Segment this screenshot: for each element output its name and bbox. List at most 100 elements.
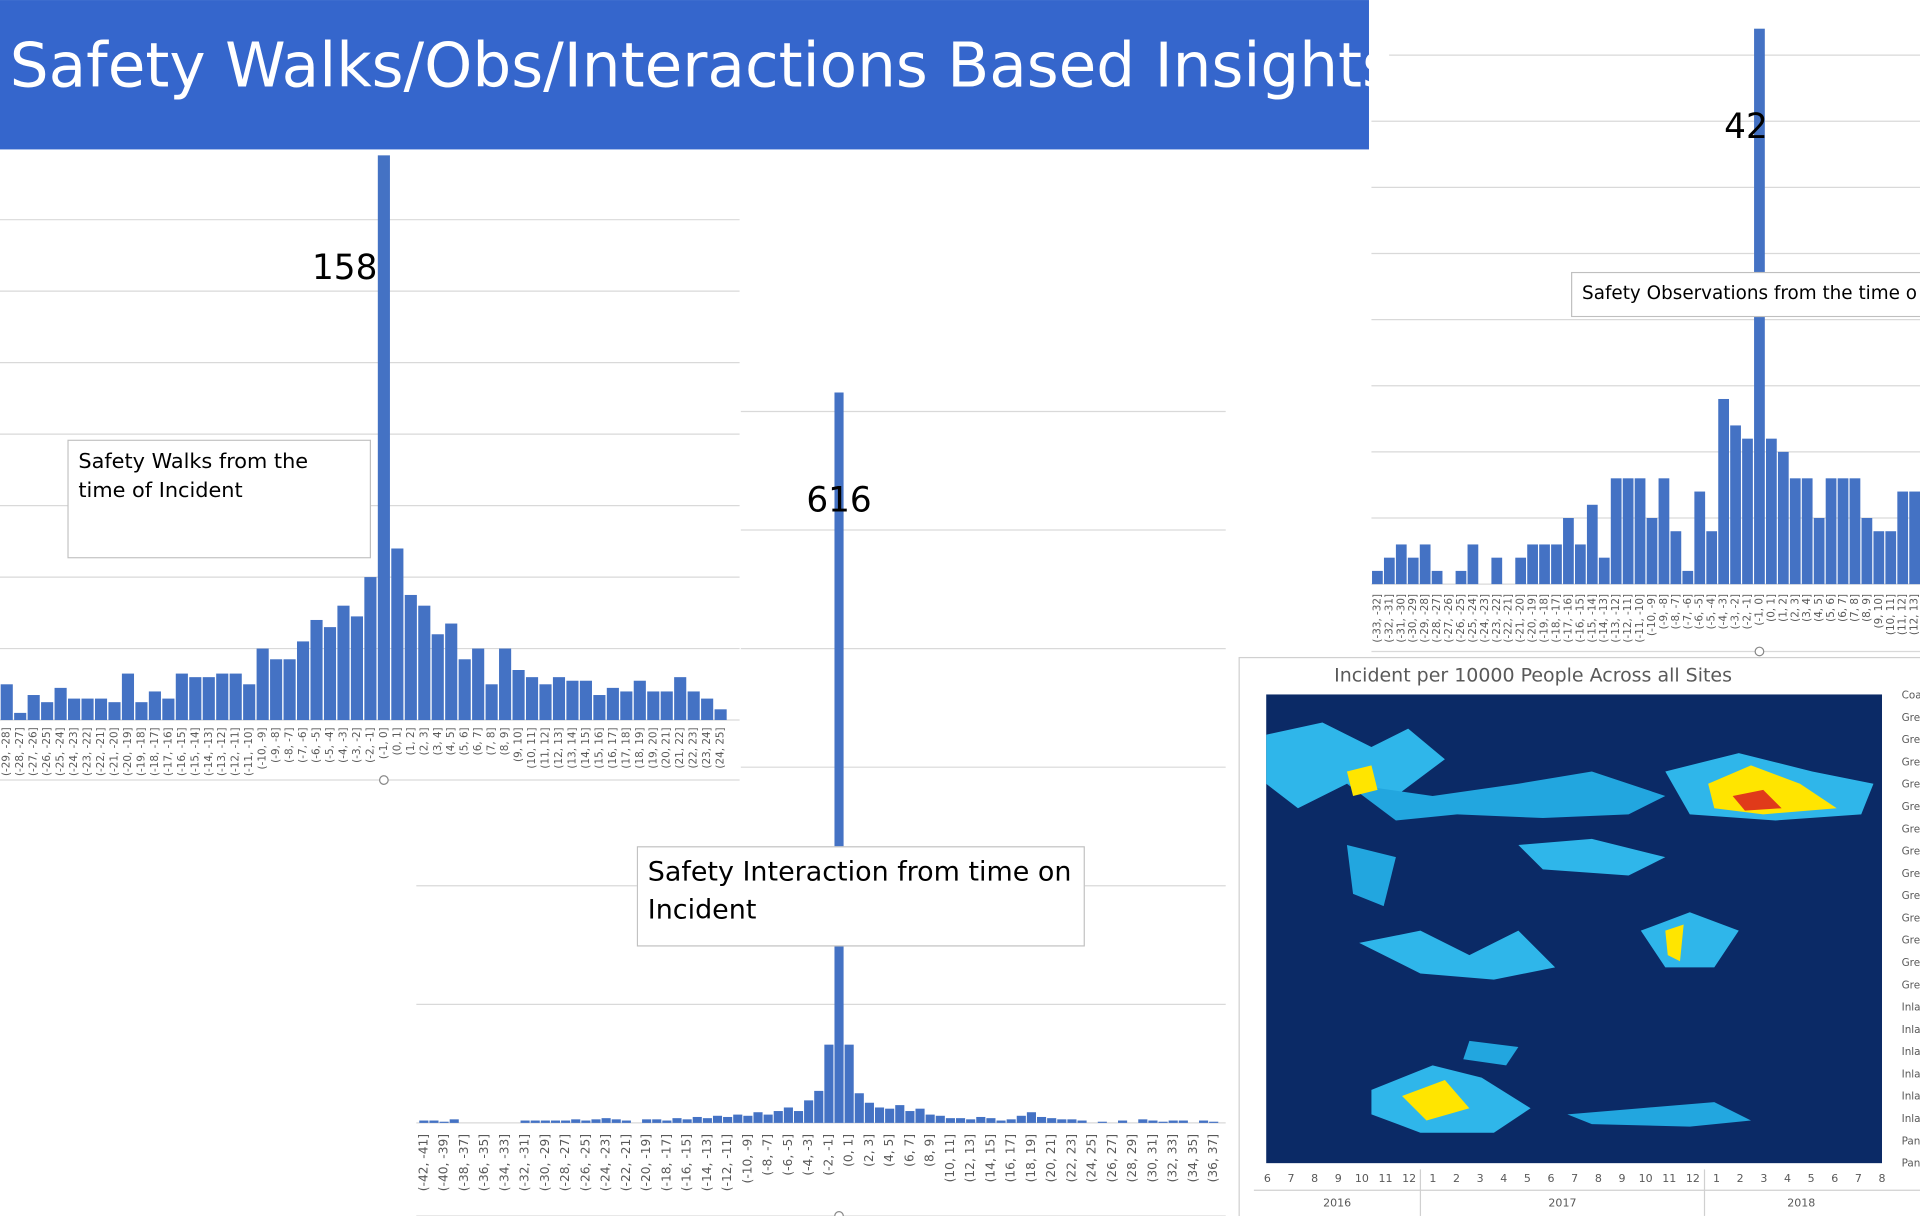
x-tick-label: (-29, -28] [1419,594,1431,643]
x-tick-label: (6, 7] [472,727,484,755]
bar [986,1118,996,1123]
bar [579,680,592,721]
x-tick-label: (-24, -23] [599,1134,613,1191]
bar [1006,1119,1016,1123]
x-tick-label: (-24, -23] [68,727,80,776]
x-tick-label: (12, 13] [1909,594,1920,635]
bar [804,1100,814,1123]
y-tick-label: Gre [1902,957,1920,969]
bar [1670,531,1682,585]
x-tick-label: (-11, -10] [243,727,255,776]
x-tick-label: (23, 24] [701,727,713,768]
y-tick-label: Pan [1902,1135,1920,1147]
x-tick-label: (11, 12] [540,727,552,768]
y-tick-label: Gre [1902,712,1920,724]
x-tick-label: (24, 25] [1085,1134,1099,1182]
bar [996,1120,1006,1123]
x-tick-label: 8 [1879,1172,1886,1185]
x-tick-label: (-20, -19] [1527,594,1539,643]
bar [864,1102,874,1123]
bar [1097,1121,1107,1123]
x-tick-label: (-23, -22] [82,727,94,776]
x-tick-label: 10 [1355,1172,1369,1185]
bar [1837,478,1849,585]
bar [571,1119,581,1123]
bar [733,1114,743,1123]
bar [1138,1119,1148,1123]
bar [687,691,700,721]
y-tick-label: Gre [1902,868,1920,880]
x-tick-label: (20, 21] [661,727,673,768]
bar [1610,478,1622,585]
bar [561,1120,571,1123]
bar [550,1120,561,1123]
heat-blob [1266,722,1445,809]
x-tick-label: (9, 10] [1873,594,1885,629]
bar [905,1111,915,1123]
x-tick-label: 6 [1831,1172,1838,1185]
x-tick-label: (-19, -18] [1539,594,1551,643]
annotation-box: Safety Interaction from time on Incident [636,846,1085,947]
bar [1706,531,1718,585]
bar [925,1114,935,1123]
x-tick-label: (-14, -13] [700,1134,714,1191]
bar [364,577,377,721]
x-tick-label: (-17, -16] [1562,594,1574,643]
x-tick-label: (-32, -31] [518,1134,532,1191]
x-tick-label: (17, 18] [620,727,632,768]
x-tick-label: (-1, 0] [378,727,390,759]
bar [68,698,81,721]
x-tick-label: (11, 12] [1897,594,1909,635]
observations-chart: (-33, -32] (-32, -31] (-31, -30] (-30, -29]… [1371,28,1920,657]
x-tick-label: (-25, -24] [1467,594,1479,643]
bar [512,670,525,721]
y-tick-label: Gre [1902,935,1920,947]
x-tick-label: (24, 25] [715,727,727,768]
bar [611,1119,621,1123]
bar [1372,570,1383,585]
bar [844,1044,854,1123]
x-tick-label: (4, 5] [882,1134,896,1167]
bar [647,691,660,721]
x-tick-label: (-28, -27] [558,1134,572,1191]
heat-blob [1402,1080,1470,1121]
x-group-label: 2016 [1323,1197,1351,1210]
x-tick-label: 4 [1500,1172,1507,1185]
x-tick-label: (-27, -26] [1443,594,1455,643]
bar [935,1115,945,1123]
bar [350,616,363,721]
x-tick-label: (-26, -25] [578,1134,592,1191]
x-tick-label: (7, 8] [486,727,498,755]
x-tick-label: 1 [1429,1172,1436,1185]
bar [1849,478,1861,585]
x-tick-label: (-20, -19] [122,727,134,776]
x-tick-label: (-18, -17] [149,727,161,776]
bar [1016,1115,1026,1123]
x-tick-label: (36, 37] [1206,1134,1220,1182]
bar [0,684,13,721]
bar [793,1111,804,1123]
x-tick-label: (-6, -5] [1694,594,1706,629]
bar [323,627,337,721]
bar [593,695,606,721]
y-tick-label: Inla [1902,1113,1920,1125]
x-tick-label: 3 [1477,1172,1484,1185]
heat-blob [1346,771,1666,821]
bar [1909,491,1920,585]
bar [1873,531,1885,585]
annotation-box: Safety Walks from the time of Incident [67,439,372,559]
heat-blob [1732,789,1782,811]
annotation-box: Safety Observations from the time o [1571,271,1920,318]
bar [1658,478,1670,585]
bar [763,1114,773,1123]
bar [530,1120,540,1123]
bar [660,691,673,721]
bar [94,698,108,721]
bar [1395,544,1407,585]
bar [1168,1120,1178,1123]
bar [1682,570,1694,585]
x-tick-label: (-20, -19] [639,1134,653,1191]
bar [662,1120,672,1123]
x-tick-label: (-7, -6] [297,727,309,762]
